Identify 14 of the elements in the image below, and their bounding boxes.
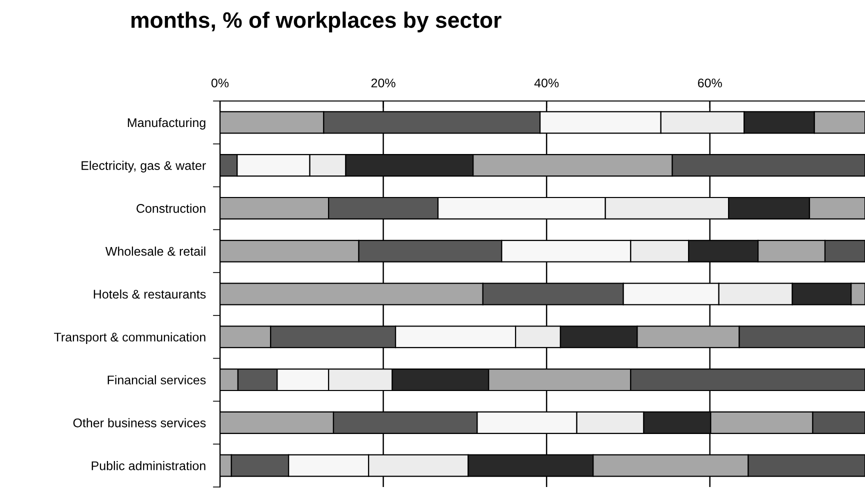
y-tick-label: Hotels & restaurants — [94, 289, 206, 299]
y-tick-label: Manufacturing — [128, 118, 206, 130]
y-tick-label: Wholesale & retail — [105, 246, 206, 256]
x-tick-label: 40% — [534, 78, 559, 88]
x-tick-label: 0% — [211, 78, 229, 88]
y-tick-label: Transport & communication — [54, 332, 206, 344]
y-tick-label: Electricity, gas & water — [82, 160, 206, 172]
y-tick-label: Public administration — [92, 461, 206, 470]
y-tick-label: Other business services — [73, 418, 206, 428]
chart-title: months, % of workplaces by sector — [131, 12, 502, 32]
x-tick-label: 20% — [371, 78, 396, 88]
y-tick-label: Financial services — [108, 375, 206, 384]
y-tick-label: Construction — [136, 204, 206, 213]
x-tick-label: 60% — [698, 78, 722, 88]
